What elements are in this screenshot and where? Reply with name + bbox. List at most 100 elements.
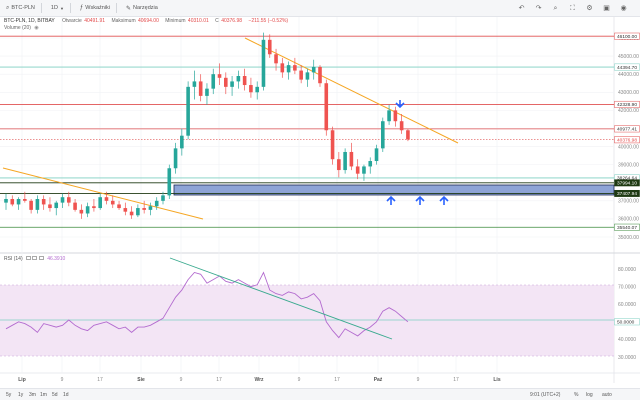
- candle-body: [48, 204, 52, 209]
- tools-button[interactable]: ✎ Narzędzia: [123, 2, 161, 15]
- candle-body: [167, 168, 172, 196]
- candle-body: [154, 200, 159, 207]
- candle-body: [255, 86, 259, 93]
- toolbar-actions-group: ⌕ ⛶ ⚙ ▣ ◉: [550, 3, 629, 14]
- price-badges: 46100.00 44394.70 42328.90 40977.41 40376.98…: [614, 32, 640, 231]
- price-pane[interactable]: [0, 17, 640, 253]
- arrow-up-marker[interactable]: [439, 195, 449, 205]
- candle-body: [10, 199, 15, 205]
- rsi-band: [0, 285, 614, 356]
- gear-icon[interactable]: ⚙: [586, 5, 593, 12]
- legend-open-value: 40491.91: [84, 18, 106, 24]
- time-tick-label: 17: [453, 377, 459, 383]
- candle-body: [123, 208, 128, 212]
- price-badge-label: 40977.41: [617, 127, 637, 133]
- interval-label: 1D: [50, 5, 58, 11]
- symbol-button[interactable]: ⌕ BTC-PLN: [3, 2, 38, 15]
- rsi-close-icon[interactable]: [38, 256, 44, 260]
- chart-canvas[interactable]: 46000.0045000.0044000.0043000.0042000.00…: [0, 17, 640, 383]
- legend-close-label: C: [215, 18, 219, 24]
- candle-body: [311, 66, 316, 73]
- candle-body: [98, 197, 102, 209]
- range-1d-button[interactable]: 1d: [63, 392, 69, 398]
- tools-label: Narzędzia: [133, 5, 158, 11]
- clock-display[interactable]: 9:01 (UTC+2): [530, 392, 561, 398]
- candle-body: [305, 72, 310, 80]
- candle-body: [35, 199, 40, 210]
- symbol-label: BTC-PLN: [11, 5, 35, 11]
- indicators-icon: ƒ: [79, 5, 84, 11]
- rsi-legend[interactable]: RSI (14) 46.3910: [4, 256, 65, 262]
- rsi-badge-label: 50.0000: [617, 320, 635, 326]
- top-toolbar: ⌕ BTC-PLN 1D ▼ ƒ Wskaźniki ✎ Narzędzia ↶…: [0, 0, 640, 17]
- rsi-settings-icon[interactable]: [26, 256, 32, 260]
- interval-button[interactable]: 1D ▼: [48, 2, 67, 15]
- range-3m-button[interactable]: 3m: [29, 392, 36, 398]
- range-5y-button[interactable]: 5y: [6, 392, 12, 398]
- percent-toggle[interactable]: %: [574, 392, 579, 398]
- camera-icon[interactable]: ◉: [620, 5, 627, 12]
- search-icon[interactable]: ⌕: [553, 5, 558, 12]
- candle-body: [148, 206, 153, 210]
- price-badge-label: 40376.98: [617, 138, 637, 144]
- undo-icon[interactable]: ↶: [518, 5, 525, 12]
- candle-body: [211, 74, 216, 89]
- candle-body: [142, 208, 146, 210]
- legend-title[interactable]: BTC-PLN, 1D, BITBAY: [4, 18, 55, 24]
- legend-high-value: 40694.00: [138, 18, 159, 24]
- candle-body: [136, 208, 140, 216]
- save-icon[interactable]: ▣: [603, 5, 610, 12]
- time-axis[interactable]: Lip 9 17 Sie 9 17 Wrz 9 17 Paź 9 17 Lis: [18, 377, 501, 383]
- bottom-bar: 5y 1y 3m 1m 5d 1d 9:01 (UTC+2) % log aut…: [0, 388, 640, 400]
- candle-body: [399, 121, 404, 131]
- indicators-button[interactable]: ƒ Wskaźniki: [77, 2, 113, 15]
- price-badge-label: 37407.94: [617, 191, 637, 197]
- candle-body: [23, 199, 27, 201]
- candle-body: [161, 195, 165, 201]
- range-1y-button[interactable]: 1y: [18, 392, 24, 398]
- auto-toggle[interactable]: auto: [602, 392, 612, 398]
- fullscreen-icon[interactable]: ⛶: [570, 5, 575, 12]
- rsi-hide-icon[interactable]: [32, 256, 38, 260]
- candle-body: [381, 121, 385, 149]
- redo-icon[interactable]: ↷: [535, 5, 542, 12]
- trendline-lower[interactable]: [2, 167, 204, 220]
- candle-body: [4, 199, 8, 203]
- time-tick-label: Paź: [374, 377, 383, 383]
- candle-body: [67, 197, 71, 203]
- range-5d-button[interactable]: 5d: [52, 392, 58, 398]
- rsi-axis[interactable]: 80.0000 70.0000 60.0000 50.0000 40.0000 30.00…: [614, 267, 640, 361]
- rsi-tick-label: 60.0000: [618, 302, 636, 308]
- price-tick-label: 45000.00: [618, 54, 639, 60]
- candle-body: [92, 206, 96, 209]
- candle-body: [54, 202, 59, 209]
- candle-body: [343, 151, 347, 171]
- eye-icon[interactable]: ◉: [34, 25, 39, 31]
- candle-body: [324, 83, 329, 131]
- range-1m-button[interactable]: 1m: [40, 392, 47, 398]
- time-tick-label: 17: [334, 377, 340, 383]
- candle-body: [129, 211, 134, 216]
- time-tick-label: 9: [298, 377, 301, 383]
- time-tick-label: Wrz: [254, 377, 264, 383]
- time-tick-label: Lip: [18, 377, 26, 383]
- price-tick-label: 37000.00: [618, 199, 639, 205]
- candle-body: [368, 161, 373, 167]
- pencil-icon: ✎: [126, 5, 132, 12]
- arrow-up-marker[interactable]: [386, 195, 396, 205]
- arrow-down-marker[interactable]: [395, 100, 405, 109]
- support-zone[interactable]: [173, 184, 615, 196]
- price-tick-label: 43000.00: [618, 90, 639, 96]
- trendline-resistance[interactable]: [244, 37, 459, 144]
- price-badge-label: 37994.10: [617, 181, 637, 187]
- volume-legend[interactable]: Volume (20) ◉: [4, 25, 39, 31]
- legend-close-value: 40376.98: [221, 18, 243, 24]
- arrow-up-marker[interactable]: [415, 195, 425, 205]
- log-toggle[interactable]: log: [586, 392, 593, 398]
- rsi-trendline[interactable]: [169, 257, 393, 340]
- candle-body: [374, 148, 379, 162]
- price-tick-label: 42000.00: [618, 108, 639, 114]
- price-badge-label: 38264.64: [617, 176, 637, 182]
- price-tick-label: 44000.00: [618, 72, 639, 78]
- legend-low-value: 40310.01: [187, 18, 209, 24]
